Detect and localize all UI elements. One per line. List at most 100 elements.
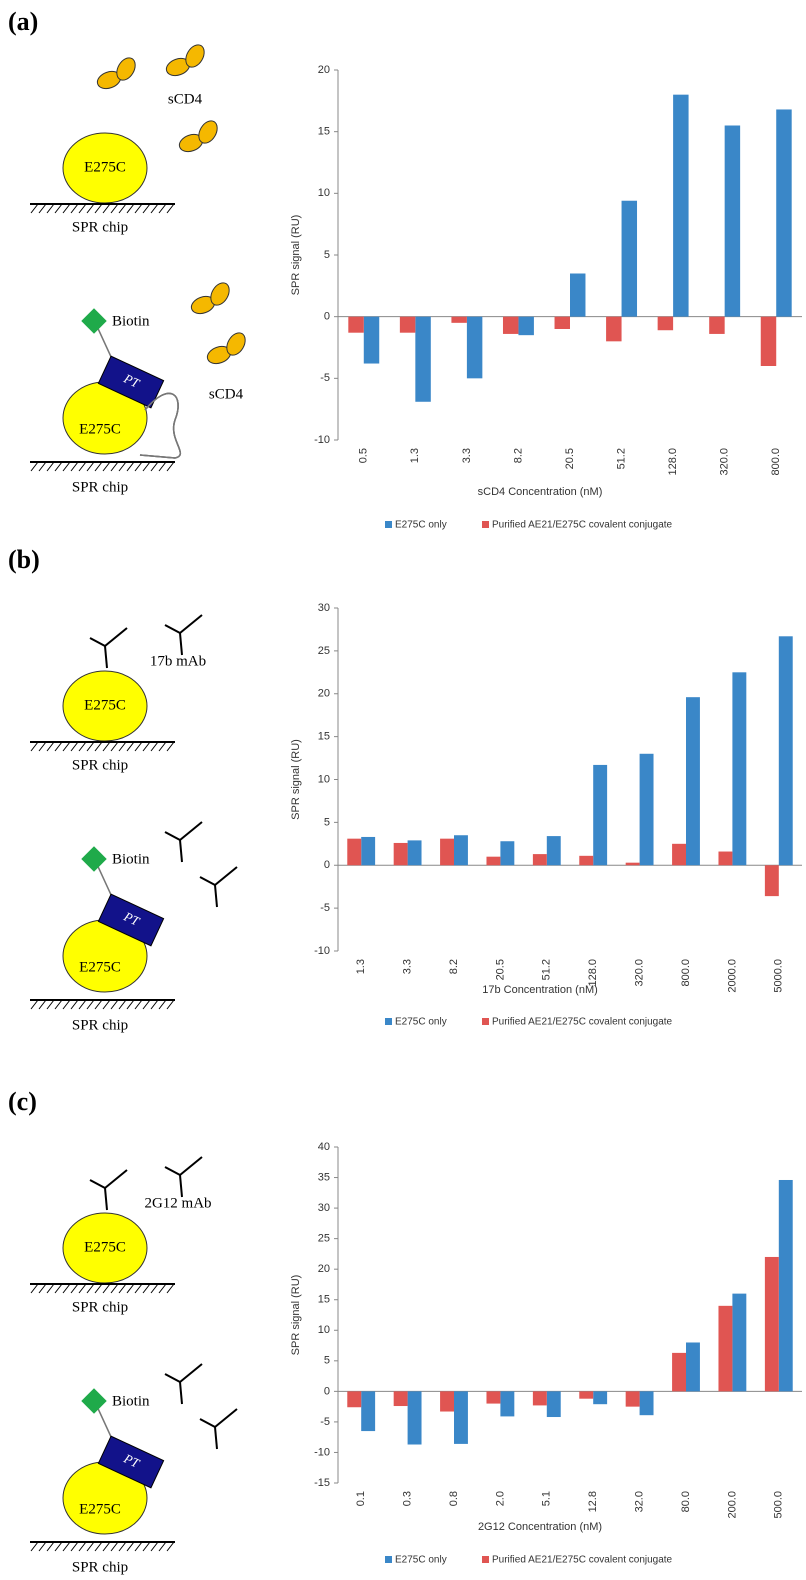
hatch <box>126 1283 135 1294</box>
hatch <box>54 741 63 752</box>
hatch <box>86 1283 95 1294</box>
hatch <box>38 741 47 752</box>
y-tick-label: 20 <box>318 64 330 76</box>
hatch <box>118 741 127 752</box>
hatch <box>134 741 143 752</box>
bar <box>639 1391 654 1416</box>
ligand-label: sCD4 <box>209 386 244 402</box>
bar <box>500 841 515 866</box>
y-tick-label: -5 <box>320 372 330 384</box>
hatch <box>70 1541 79 1552</box>
linker <box>97 893 165 947</box>
hatch <box>150 741 159 752</box>
hatch <box>78 999 87 1010</box>
bar <box>393 842 408 866</box>
x-tick-label: 2000.0 <box>726 959 738 993</box>
hatch <box>126 999 135 1010</box>
y-tick-label: -10 <box>314 945 330 957</box>
bar <box>621 200 638 317</box>
hatch <box>54 999 63 1010</box>
legend-swatch <box>385 1556 392 1563</box>
bar <box>518 316 534 336</box>
hatch <box>78 203 87 214</box>
y-tick-label: 15 <box>318 1294 330 1306</box>
bar <box>732 672 747 866</box>
x-tick-label: 0.8 <box>448 1491 460 1506</box>
bar <box>718 1305 733 1392</box>
hatch <box>126 1541 135 1552</box>
y-tick-label: 10 <box>318 773 330 785</box>
antibody <box>179 614 203 634</box>
hatch <box>126 461 135 472</box>
bar <box>579 1391 594 1399</box>
hatch <box>70 203 79 214</box>
x-tick-label: 80.0 <box>680 1491 692 1512</box>
bar <box>546 836 561 866</box>
antibody <box>104 1169 128 1189</box>
hatch <box>134 203 143 214</box>
antibody <box>214 884 218 908</box>
chip-label: SPR chip <box>72 1559 128 1575</box>
hatch <box>118 1541 127 1552</box>
antibody <box>164 1166 181 1176</box>
hatch <box>158 1283 167 1294</box>
hatch <box>70 1283 79 1294</box>
hatch <box>54 1541 63 1552</box>
hatch <box>166 999 175 1010</box>
x-tick-label: 1.3 <box>355 959 367 974</box>
legend-label: Purified AE21/E275C covalent conjugate <box>492 1017 673 1028</box>
hatch <box>126 203 135 214</box>
y-tick-label: 40 <box>318 1141 330 1153</box>
y-tick-label: 20 <box>318 1263 330 1275</box>
y-tick-label: 10 <box>318 1324 330 1336</box>
bar <box>639 753 654 866</box>
x-tick-label: 8.2 <box>512 448 524 463</box>
hatch <box>126 741 135 752</box>
bar <box>570 273 586 317</box>
y-tick-label: 0 <box>324 1385 330 1397</box>
bar <box>593 764 608 866</box>
bar <box>393 1391 408 1407</box>
bar <box>486 856 501 866</box>
y-tick-label: 15 <box>318 126 330 138</box>
hatch <box>46 999 55 1010</box>
bar <box>718 851 733 866</box>
bar <box>686 697 700 866</box>
antibody <box>199 1418 216 1428</box>
ligand <box>116 57 136 81</box>
legend-swatch <box>482 1556 489 1563</box>
bar <box>348 316 364 333</box>
x-tick-label: 0.3 <box>402 1491 414 1506</box>
bar <box>440 1391 454 1412</box>
hatch <box>142 461 151 472</box>
hatch <box>86 741 95 752</box>
bar <box>778 1179 793 1392</box>
protein-label: E275C <box>84 1239 126 1255</box>
x-tick-label: 128.0 <box>667 448 679 476</box>
hatch <box>158 741 167 752</box>
hatch <box>38 999 47 1010</box>
antibody <box>104 1187 108 1211</box>
antibody <box>179 1363 203 1383</box>
hatch <box>46 203 55 214</box>
y-tick-label: -5 <box>320 1416 330 1428</box>
hatch <box>150 203 159 214</box>
biotin <box>81 308 107 334</box>
y-tick-label: 25 <box>318 645 330 657</box>
y-tick-label: 20 <box>318 688 330 700</box>
chip-label: SPR chip <box>72 1017 128 1033</box>
panel-label: (b) <box>8 545 40 574</box>
hatch <box>38 1541 47 1552</box>
bar <box>532 1391 547 1406</box>
chip-label: SPR chip <box>72 219 128 235</box>
legend-swatch <box>385 1018 392 1025</box>
bar <box>724 125 741 317</box>
antibody <box>164 624 181 634</box>
antibody <box>199 876 216 886</box>
x-tick-label: 20.5 <box>494 959 506 980</box>
hatch <box>166 741 175 752</box>
hatch <box>30 461 39 472</box>
bar <box>532 854 547 866</box>
hatch <box>86 1541 95 1552</box>
hatch <box>142 203 151 214</box>
